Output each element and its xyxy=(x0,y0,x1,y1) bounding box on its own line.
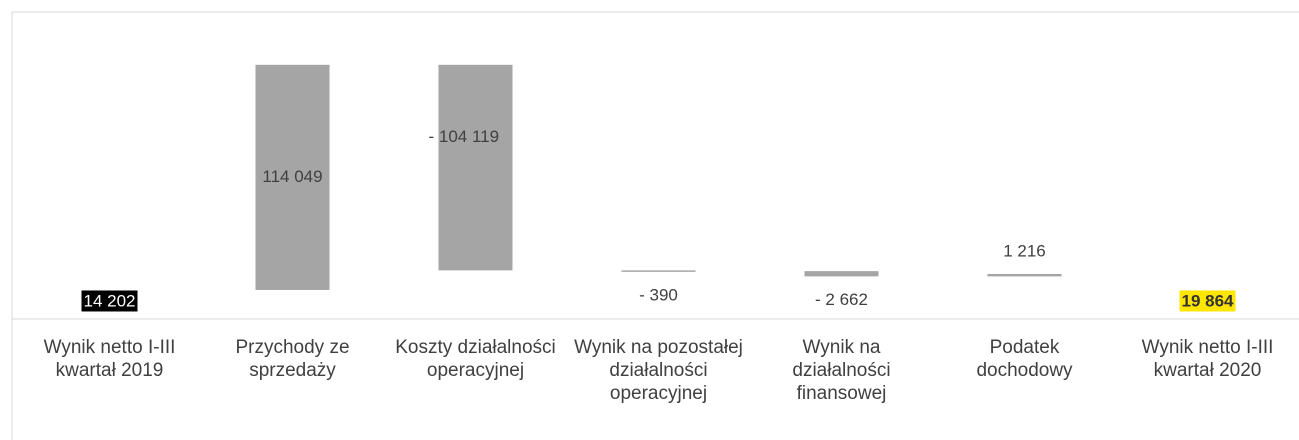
data-label-bg xyxy=(81,290,138,312)
x-tick-label: Przychody ze sprzedaży xyxy=(235,337,350,381)
data-label: 19 864 xyxy=(1182,291,1235,310)
x-tick-label: Wynik netto I-III kwartał 2020 xyxy=(1141,337,1274,381)
bar xyxy=(621,270,696,272)
data-label: - 104 119 xyxy=(429,127,500,146)
data-label: - 390 xyxy=(639,285,678,304)
data-label-bg xyxy=(1179,290,1236,312)
bar xyxy=(255,64,330,290)
bar xyxy=(804,271,879,277)
data-label: 114 049 xyxy=(262,167,322,186)
x-tick-label: Wynik netto I-III kwartał 2019 xyxy=(43,337,176,381)
data-label: 1 216 xyxy=(1003,241,1046,260)
x-tick-label: Wynik na działalności finansowej xyxy=(792,337,891,404)
bar xyxy=(987,273,1062,277)
data-label: - 2 662 xyxy=(815,290,868,309)
x-tick-label: Podatek dochodowy xyxy=(976,337,1073,381)
data-label: 14 202 xyxy=(84,291,136,310)
bar xyxy=(438,64,513,271)
chart-frame xyxy=(11,11,1299,440)
x-tick-label: Koszty działalności operacyjnej xyxy=(395,337,556,381)
x-tick-label: Wynik na pozostałej działalności operacy… xyxy=(574,337,743,404)
